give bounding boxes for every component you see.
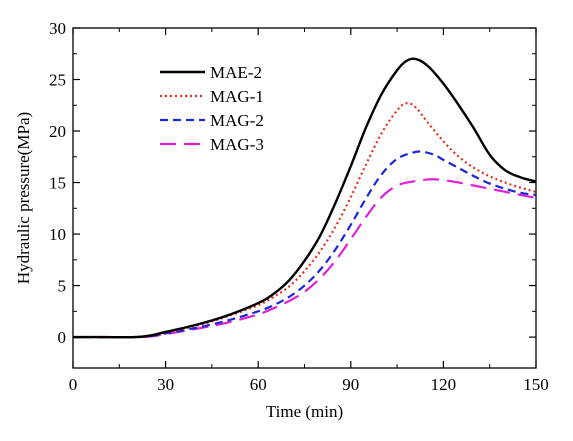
y-axis-title: Hydraulic pressure(MPa) (14, 112, 33, 284)
legend-label-mag-3: MAG-3 (210, 135, 264, 154)
ticks-layer: 0 30 60 90 120 150 0 5 10 15 20 25 30 (49, 19, 549, 394)
legend-label-mag-2: MAG-2 (210, 111, 264, 130)
legend: MAE-2 MAG-1 MAG-2 MAG-3 (160, 63, 264, 154)
series-line-mag-3 (73, 178, 536, 339)
x-tick-label: 0 (69, 375, 78, 394)
x-tick-label: 120 (431, 375, 457, 394)
y-tick-label: 20 (49, 122, 66, 141)
x-axis-title: Time (min) (266, 402, 343, 421)
y-tick-label: 0 (58, 328, 67, 347)
x-tick-label: 90 (342, 375, 359, 394)
y-tick-label: 30 (49, 19, 66, 38)
series-line-mag-1 (73, 102, 536, 339)
series-line-mae-2 (73, 57, 536, 339)
legend-label-mag-1: MAG-1 (210, 87, 264, 106)
y-tick-label: 25 (49, 71, 66, 90)
series-line-mag-2 (73, 150, 536, 339)
x-tick-label: 30 (157, 375, 174, 394)
legend-label-mae-2: MAE-2 (210, 63, 262, 82)
y-tick-label: 5 (58, 277, 67, 296)
y-tick-label: 15 (49, 174, 66, 193)
x-tick-label: 60 (250, 375, 267, 394)
y-tick-label: 10 (49, 225, 66, 244)
x-tick-label: 150 (523, 375, 549, 394)
plot-frame (72, 27, 537, 369)
series-layer (73, 57, 536, 339)
